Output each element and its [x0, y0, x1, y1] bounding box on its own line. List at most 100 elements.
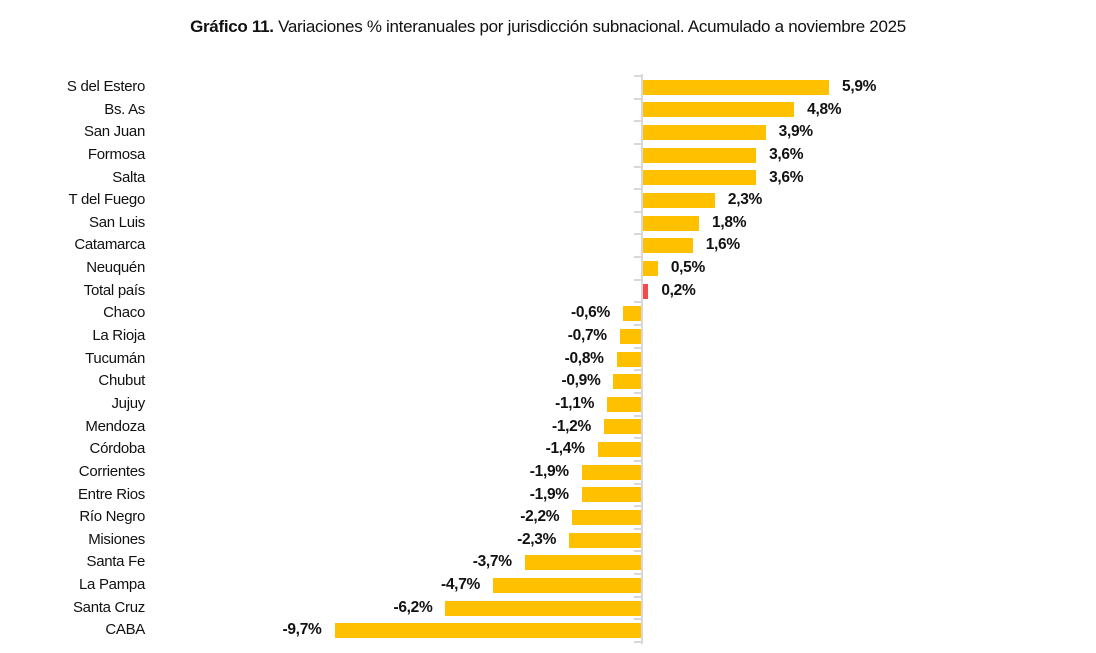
bar — [572, 509, 642, 525]
value-label: -2,3% — [517, 530, 557, 548]
category-label: T del Fuego — [68, 191, 146, 209]
category-label: Corrientes — [78, 462, 146, 480]
axis-tick — [634, 324, 641, 327]
category-label: Salta — [112, 168, 145, 186]
bar — [616, 351, 642, 367]
value-label: 3,9% — [778, 123, 813, 141]
value-label: -1,1% — [555, 394, 595, 412]
axis-tick — [634, 97, 641, 100]
bar — [581, 464, 642, 480]
bar — [613, 374, 642, 390]
value-label: -1,2% — [551, 417, 591, 435]
value-label: 5,9% — [842, 78, 877, 95]
bar-chart: S del Estero 5,9% Bs. As 4,8% San Juan 3,9% Fo… — [0, 74, 1096, 644]
category-label: Total país — [83, 281, 146, 299]
category-label: S del Estero — [66, 78, 145, 95]
axis-tick — [634, 120, 641, 123]
axis-tick — [634, 414, 641, 417]
axis-tick — [634, 142, 641, 145]
bar — [642, 125, 766, 141]
bar — [642, 170, 757, 186]
category-label: Formosa — [87, 145, 145, 163]
bar — [569, 532, 642, 548]
bar — [493, 577, 642, 593]
category-label: Catamarca — [74, 236, 145, 254]
category-label: Jujuy — [111, 394, 145, 412]
axis-tick — [634, 595, 641, 598]
axis-tick — [634, 459, 641, 462]
bar — [642, 283, 649, 299]
category-label: CABA — [105, 621, 145, 639]
value-label: 4,8% — [807, 100, 842, 118]
category-label: San Luis — [89, 213, 145, 231]
axis-tick — [634, 369, 641, 372]
category-label: Misiones — [88, 530, 145, 548]
bar — [445, 600, 642, 616]
value-label: -9,7% — [282, 621, 322, 639]
value-label: 1,8% — [712, 213, 747, 231]
bar — [334, 623, 642, 639]
chart-title: Gráfico 11. Variaciones % interanuales p… — [0, 17, 1096, 37]
value-label: 3,6% — [769, 168, 804, 186]
bar — [597, 442, 642, 458]
axis-tick — [634, 573, 641, 576]
category-label: Santa Fe — [86, 553, 146, 571]
axis-tick — [634, 482, 641, 485]
category-label: Chaco — [103, 304, 145, 322]
value-label: -1,4% — [545, 440, 585, 458]
bar — [642, 102, 795, 118]
bar — [524, 555, 642, 571]
category-label: Santa Cruz — [72, 598, 145, 616]
axis-tick — [634, 527, 641, 530]
bar — [581, 487, 642, 503]
bar — [642, 238, 693, 254]
value-label: -1,9% — [529, 462, 569, 480]
bar — [642, 79, 830, 95]
bar — [642, 260, 658, 276]
value-label: -0,9% — [561, 372, 601, 390]
value-label: -1,9% — [529, 485, 569, 503]
category-label: San Juan — [84, 123, 145, 141]
value-label: 1,6% — [705, 236, 740, 254]
category-label: Tucumán — [85, 349, 145, 367]
chart-title-number: Gráfico 11. — [190, 17, 274, 36]
axis-tick — [634, 278, 641, 281]
category-label: Mendoza — [85, 417, 145, 435]
value-label: -6,2% — [393, 598, 433, 616]
value-label: -0,8% — [564, 349, 604, 367]
value-label: -0,7% — [567, 327, 607, 345]
axis-tick — [634, 256, 641, 259]
bar — [603, 419, 642, 435]
axis-tick — [634, 505, 641, 508]
category-label: Neuquén — [86, 259, 145, 277]
value-label: -2,2% — [520, 508, 560, 526]
axis-tick — [634, 618, 641, 621]
value-label: 3,6% — [769, 145, 804, 163]
axis-tick — [634, 550, 641, 553]
axis-tick — [634, 188, 641, 191]
axis-tick — [634, 391, 641, 394]
value-label: -0,6% — [570, 304, 610, 322]
bar — [642, 193, 715, 209]
chart-title-text: Variaciones % interanuales por jurisdicc… — [273, 17, 906, 36]
axis-tick — [634, 641, 641, 643]
axis-tick — [634, 233, 641, 236]
value-label: -3,7% — [472, 553, 512, 571]
category-label: Río Negro — [79, 508, 145, 526]
axis-tick — [634, 437, 641, 440]
bar — [622, 306, 642, 322]
category-label: Entre Rios — [77, 485, 145, 503]
category-label: Bs. As — [104, 100, 145, 118]
value-label: -4,7% — [441, 576, 480, 594]
value-label: 0,5% — [670, 259, 705, 277]
category-label: Chubut — [98, 372, 145, 390]
bar — [642, 147, 757, 163]
category-label: La Rioja — [92, 327, 145, 345]
value-label: 0,2% — [661, 281, 696, 299]
bar — [642, 215, 700, 231]
value-label: 2,3% — [727, 191, 763, 209]
axis-tick — [634, 210, 641, 213]
bar — [607, 396, 642, 412]
category-label: Córdoba — [89, 440, 146, 458]
